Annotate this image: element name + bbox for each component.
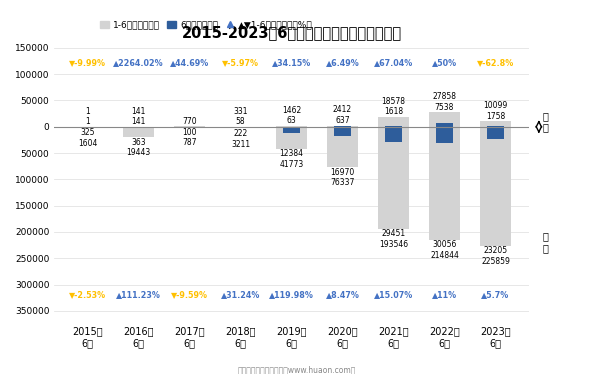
Bar (174, 126, 205, 127)
Text: 2412
637: 2412 637 (333, 105, 352, 125)
Text: 30056
214844: 30056 214844 (430, 240, 459, 260)
Bar (123, 127, 154, 137)
Text: 进
口: 进 口 (543, 232, 549, 253)
Text: ▼-62.8%: ▼-62.8% (477, 58, 514, 67)
Text: 222
3211: 222 3211 (231, 129, 250, 148)
Text: ▲6.49%: ▲6.49% (326, 58, 359, 67)
Text: ▲67.04%: ▲67.04% (374, 58, 413, 67)
Text: ▼-5.97%: ▼-5.97% (222, 58, 259, 67)
Text: 12384
41773: 12384 41773 (279, 149, 304, 169)
Bar (487, 127, 504, 139)
Text: ▲2264.02%: ▲2264.02% (113, 58, 164, 67)
Text: 制图：华经产业研究院（www.huaon.com）: 制图：华经产业研究院（www.huaon.com） (237, 365, 356, 374)
Text: 100
787: 100 787 (182, 128, 197, 147)
Text: ▲11%: ▲11% (432, 289, 457, 298)
Text: ▲31.24%: ▲31.24% (221, 289, 260, 298)
Text: 出
口: 出 口 (543, 111, 549, 132)
Bar (385, 126, 402, 127)
Bar (276, 126, 307, 127)
Text: ▲15.07%: ▲15.07% (374, 289, 413, 298)
Legend: 1-6月（万美元）, 6月（万美元）, ▲▼1-6月同比增速（%）: 1-6月（万美元）, 6月（万美元）, ▲▼1-6月同比增速（%） (97, 17, 316, 33)
Bar (385, 127, 402, 142)
Text: ▼-9.99%: ▼-9.99% (69, 58, 106, 67)
Text: 23205
225859: 23205 225859 (481, 246, 510, 266)
Text: 1462
63: 1462 63 (282, 106, 301, 125)
Bar (480, 127, 511, 246)
Bar (72, 127, 103, 128)
Bar (487, 126, 504, 127)
Text: ▼-2.53%: ▼-2.53% (69, 289, 106, 298)
Text: 770: 770 (182, 117, 197, 126)
Text: 325
1604: 325 1604 (78, 128, 97, 148)
Text: ▲119.98%: ▲119.98% (269, 289, 314, 298)
Text: ▲5.7%: ▲5.7% (482, 289, 509, 298)
Bar (378, 127, 409, 229)
Text: ▲8.47%: ▲8.47% (326, 289, 359, 298)
Text: 141
141: 141 141 (131, 107, 146, 126)
Bar (334, 127, 351, 136)
Bar (327, 127, 358, 167)
Text: 10099
1758: 10099 1758 (483, 101, 508, 121)
Bar (283, 127, 300, 133)
Text: 1
1: 1 1 (85, 107, 90, 126)
Bar (436, 123, 453, 127)
Bar (429, 112, 460, 127)
Bar (276, 127, 307, 149)
Text: ▲50%: ▲50% (432, 58, 457, 67)
Bar (429, 127, 460, 240)
Bar (327, 126, 358, 127)
Bar (378, 117, 409, 127)
Text: 331
58: 331 58 (233, 107, 248, 126)
Text: 27858
7538: 27858 7538 (432, 92, 457, 111)
Text: ▼-9.59%: ▼-9.59% (171, 289, 208, 298)
Text: 29451
193546: 29451 193546 (379, 229, 408, 249)
Text: ▲44.69%: ▲44.69% (170, 58, 209, 67)
Text: ▲111.23%: ▲111.23% (116, 289, 161, 298)
Text: 16970
76337: 16970 76337 (330, 168, 355, 187)
Bar (436, 127, 453, 142)
Title: 2015-2023年6月海口综合保税区进、出口额: 2015-2023年6月海口综合保税区进、出口额 (181, 25, 401, 40)
Text: 18578
1618: 18578 1618 (381, 97, 406, 116)
Bar (225, 127, 256, 129)
Text: ▲34.15%: ▲34.15% (272, 58, 311, 67)
Text: 363
19443: 363 19443 (126, 138, 151, 157)
Bar (480, 122, 511, 127)
